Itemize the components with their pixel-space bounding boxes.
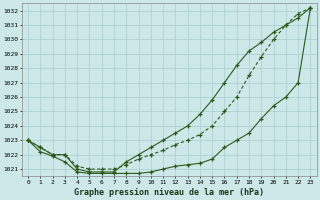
X-axis label: Graphe pression niveau de la mer (hPa): Graphe pression niveau de la mer (hPa) (74, 188, 264, 197)
